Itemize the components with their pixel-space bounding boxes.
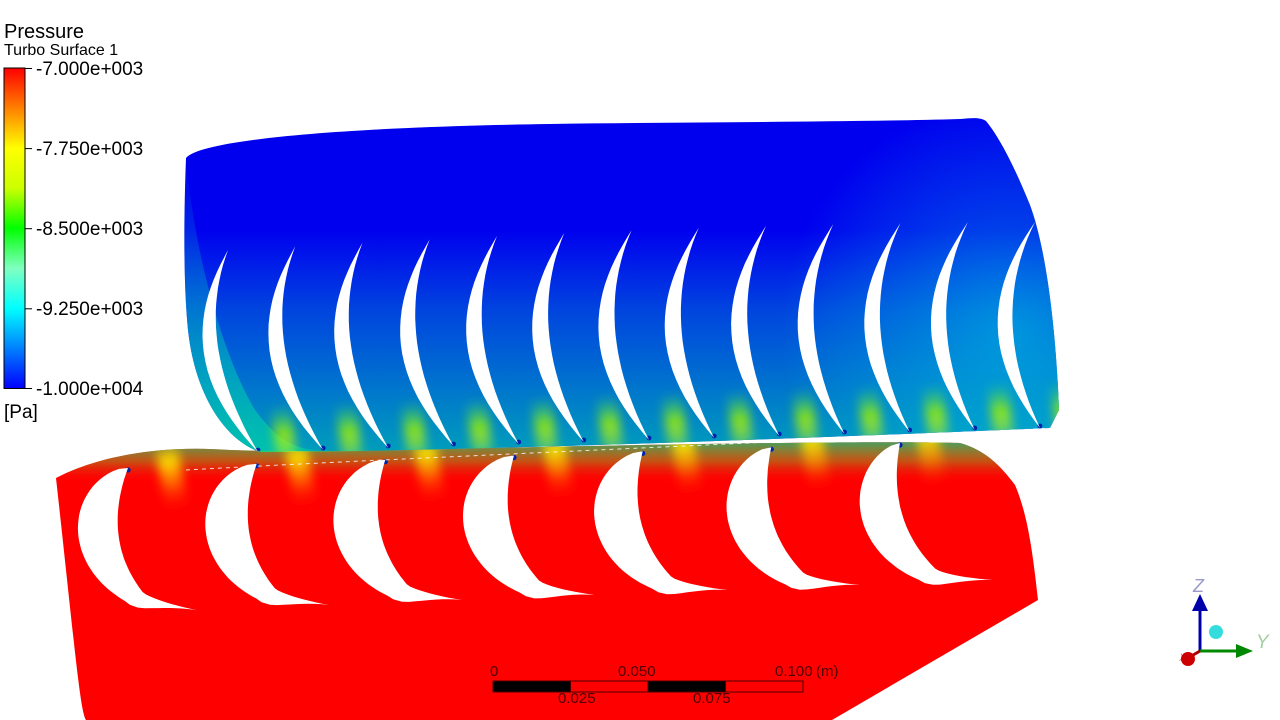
- svg-text:0.100: 0.100: [775, 663, 813, 680]
- svg-text:-1.000e+004: -1.000e+004: [36, 379, 144, 400]
- svg-text:Y: Y: [1256, 632, 1270, 653]
- svg-text:(m): (m): [816, 663, 839, 680]
- svg-text:[Pa]: [Pa]: [4, 402, 38, 423]
- svg-text:-7.750e+003: -7.750e+003: [36, 139, 143, 160]
- svg-text:0.025: 0.025: [558, 690, 596, 707]
- svg-text:0: 0: [490, 663, 498, 680]
- svg-text:0.050: 0.050: [618, 663, 656, 680]
- svg-text:Pressure: Pressure: [4, 21, 84, 43]
- svg-text:Turbo Surface 1: Turbo Surface 1: [4, 42, 118, 59]
- svg-text:-9.250e+003: -9.250e+003: [36, 299, 143, 320]
- svg-text:Z: Z: [1192, 576, 1205, 596]
- svg-text:-8.500e+003: -8.500e+003: [36, 219, 143, 240]
- svg-text:0.075: 0.075: [693, 690, 731, 707]
- svg-text:-7.000e+003: -7.000e+003: [36, 59, 143, 80]
